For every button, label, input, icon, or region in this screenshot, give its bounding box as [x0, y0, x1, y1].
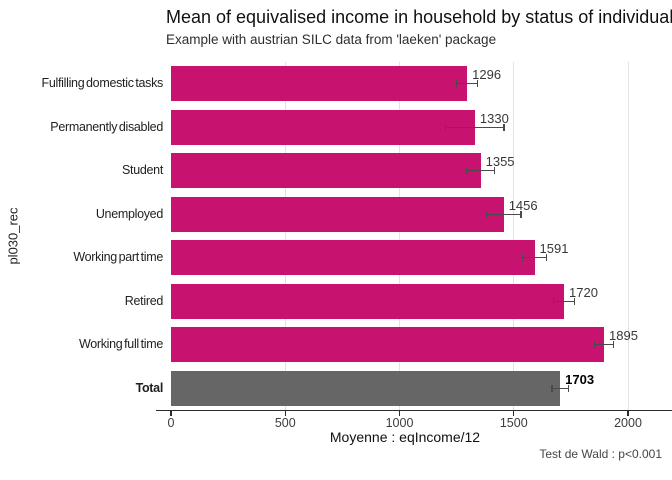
error-bar — [445, 126, 505, 128]
error-bar-cap-right — [494, 167, 496, 175]
error-bar-cap-right — [612, 341, 615, 349]
error-bar-cap-left — [445, 123, 447, 131]
category-label: Working full time — [78, 337, 163, 352]
category-label: Unemployed — [95, 206, 163, 221]
error-bar-cap-right — [503, 123, 505, 131]
error-bar-cap-right — [567, 384, 569, 392]
value-label: 1720 — [569, 284, 598, 300]
x-tick — [284, 411, 286, 416]
x-tick-label: 0 — [167, 416, 175, 430]
gridline — [284, 62, 286, 410]
gridline — [513, 62, 515, 410]
error-bar-cap-left — [465, 167, 468, 175]
x-tick-label: 1500 — [499, 416, 528, 430]
x-tick-label: 500 — [274, 416, 296, 430]
x-tick — [170, 411, 172, 416]
chart-title: Mean of equivalised income in household … — [166, 7, 672, 27]
x-tick — [627, 411, 629, 416]
error-bar-cap-right — [520, 210, 522, 218]
value-label: 1355 — [485, 154, 515, 170]
error-bar — [456, 83, 479, 85]
error-bar — [551, 387, 569, 389]
chart-subtitle: Example with austrian SILC data from 'la… — [166, 32, 497, 47]
bar — [171, 370, 561, 406]
x-tick — [513, 411, 515, 416]
category-label: Fulfilling domestic tasks — [41, 76, 164, 91]
value-label: 1330 — [479, 110, 509, 126]
error-bar-cap-left — [456, 80, 458, 88]
gridline — [627, 62, 629, 410]
category-label: Total — [135, 380, 164, 395]
value-label: 1456 — [508, 197, 538, 213]
error-bar-cap-left — [551, 384, 553, 392]
x-tick — [398, 411, 401, 416]
error-bar-cap-left — [593, 341, 596, 349]
x-axis-line — [156, 410, 672, 412]
category-label: Permanently disabled — [50, 119, 163, 134]
x-tick-label: 2000 — [614, 416, 642, 430]
value-label: 1591 — [539, 241, 569, 257]
bar — [171, 196, 504, 232]
gridline — [399, 62, 400, 410]
x-tick-label: 1000 — [385, 416, 414, 430]
bar — [171, 153, 481, 189]
x-axis-title: Moyenne : eqIncome/12 — [329, 429, 481, 445]
error-bar — [552, 300, 576, 302]
error-bar — [521, 257, 548, 259]
error-bar-cap-right — [574, 297, 576, 305]
error-bar-cap-left — [521, 254, 524, 262]
caption-wald-test: Test de Wald : p<0.001 — [539, 447, 662, 461]
value-label: 1703 — [565, 371, 595, 387]
error-bar-cap-right — [476, 80, 479, 88]
error-bar-cap-right — [545, 254, 548, 262]
bar — [171, 283, 565, 319]
value-label: 1296 — [472, 67, 502, 83]
error-bar-cap-left — [552, 297, 554, 305]
error-bar — [485, 213, 522, 215]
bar — [171, 240, 535, 276]
error-bar — [465, 170, 496, 172]
error-bar — [593, 344, 615, 346]
value-label: 1895 — [609, 328, 638, 344]
category-label: Retired — [124, 293, 164, 308]
category-label: Working part time — [73, 250, 163, 265]
bar — [171, 66, 468, 102]
category-label: Student — [122, 163, 163, 178]
bar — [171, 109, 475, 145]
bar — [171, 327, 604, 363]
error-bar-cap-left — [485, 210, 488, 218]
